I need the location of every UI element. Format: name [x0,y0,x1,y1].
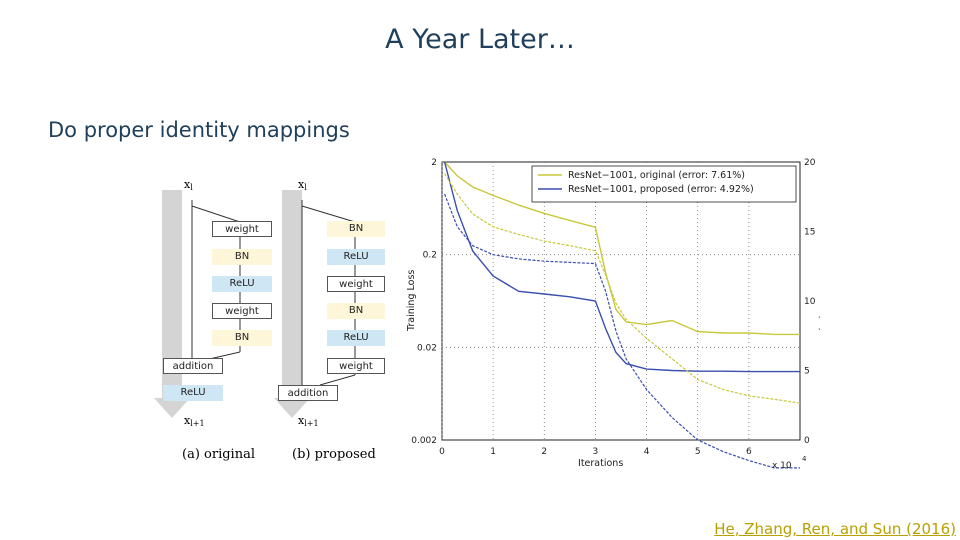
slide-subtitle: Do proper identity mappings [48,118,350,142]
legend-box [531,165,797,203]
original-block-2: BN [212,249,272,265]
right-y-tick-label: 10 [804,297,816,307]
x-tick-label: 5 [695,447,701,457]
series-line-1 [443,161,800,373]
x-tick-label: 1 [490,447,496,457]
slide-title: A Year Later… [385,24,575,55]
original-input-label: xl [184,178,193,192]
residual-unit-diagram: xl xl xl+1 xl+1 (a) original (b) propose… [154,178,376,462]
original-block-5: BN [212,330,272,346]
original-block-4: weight [212,303,272,319]
legend-label-0: ResNet−1001, original (error: 7.61%) [568,170,745,181]
original-block-7: ReLU [163,385,223,401]
left-y-tick-label: 0.002 [411,436,437,446]
plot-frame [441,161,801,441]
left-y-tick-label: 2 [431,158,437,168]
proposed-input-label: xl [298,178,307,192]
x-multiplier-exponent: 4 [802,455,807,463]
original-output-label: xl+1 [184,414,205,428]
proposed-block-7: addition [278,385,338,401]
proposed-block-3: weight [327,276,385,292]
right-y-tick-label: 5 [804,367,810,377]
training-curves-chart: 0 1 2 3 4 5 6 2 0.2 0.02 0.002 20 15 10 5 0 ResNet−1001,… [406,158,820,471]
caption-proposed: (b) proposed [292,447,376,462]
proposed-output-label: xl+1 [298,414,319,428]
skip-arrow-proposed [274,190,310,418]
right-y-tick-label: 0 [804,436,810,446]
legend-label-1: ResNet−1001, proposed (error: 4.92%) [568,184,754,195]
right-y-axis-label: Test Error (%) [817,266,820,331]
right-y-tick-label: 20 [804,158,816,168]
left-y-tick-label: 0.2 [423,251,437,261]
skip-arrow-original [154,190,190,418]
caption-original: (a) original [182,447,255,462]
left-y-axis-label: Training Loss [406,270,417,332]
citation-link[interactable]: He, Zhang, Ren, and Sun (2016) [714,520,956,538]
series-line-2 [444,173,801,404]
original-block-6: addition [163,358,223,374]
right-y-tick-label: 15 [804,228,815,238]
proposed-block-1: BN [327,221,385,237]
original-block-1: weight [212,221,272,237]
series-line-0 [444,161,800,336]
x-tick-label: 6 [746,447,752,457]
proposed-block-4: BN [327,303,385,319]
original-block-3: ReLU [212,276,272,292]
x-multiplier-label: x 10 [772,461,792,471]
proposed-block-5: ReLU [327,330,385,346]
series-line-3 [444,193,800,469]
proposed-block-6: weight [327,358,385,374]
x-tick-label: 4 [644,447,650,457]
left-y-tick-label: 0.02 [417,343,437,353]
x-tick-label: 3 [593,447,599,457]
x-tick-label: 2 [541,447,547,457]
x-axis-label: Iterations [578,458,623,469]
proposed-block-2: ReLU [327,249,385,265]
x-tick-label: 0 [439,447,445,457]
